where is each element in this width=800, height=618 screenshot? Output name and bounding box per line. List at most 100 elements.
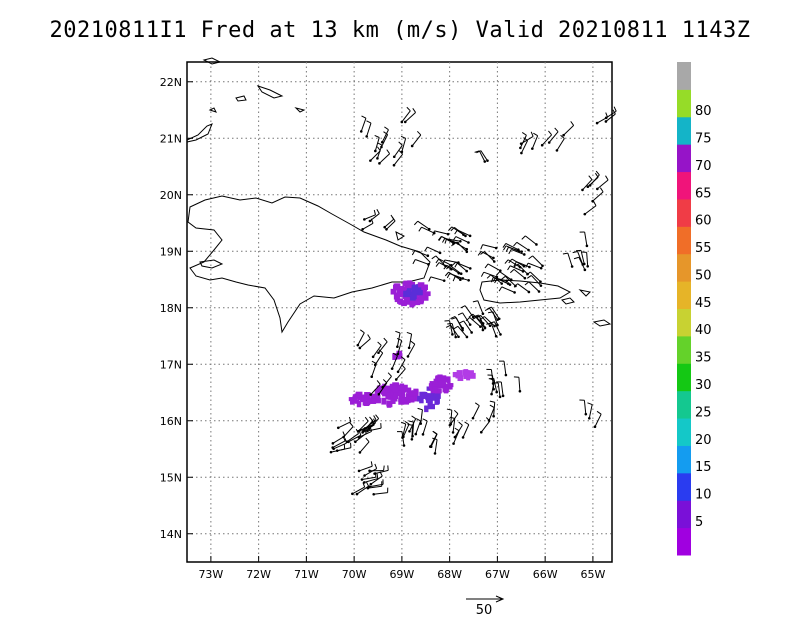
wind-speed-cell (426, 393, 434, 399)
colorbar-swatch (677, 527, 691, 556)
wind-speed-cell (348, 397, 354, 402)
wind-barb (361, 218, 374, 231)
wind-speed-cell (422, 394, 429, 399)
wind-barb (555, 134, 565, 152)
wind-barb (369, 380, 381, 396)
lat-tick-label: 18N (160, 302, 182, 315)
reference-vector: 50 (466, 595, 505, 618)
wind-barb (452, 276, 470, 282)
wind-speed-cell (407, 296, 412, 302)
wind-barb (575, 249, 586, 266)
wind-barb (510, 268, 527, 280)
wind-speed-cell (356, 400, 362, 408)
lon-tick-label: 66W (533, 568, 558, 581)
lat-tick-label: 14N (160, 528, 182, 541)
wind-barb (367, 414, 380, 431)
colorbar-swatch (677, 472, 691, 501)
wind-speed-cell (417, 395, 424, 402)
wind-speed-cell (350, 398, 355, 405)
wind-barb (486, 306, 501, 321)
wind-barb (363, 209, 376, 221)
wind-barb (451, 261, 468, 273)
wind-barb (454, 229, 472, 238)
colorbar-swatch (677, 335, 691, 364)
lat-tick-label: 17N (160, 358, 182, 371)
wind-barb (513, 261, 531, 269)
wind-speed-cell (432, 383, 440, 389)
colorbar-label: 45 (695, 296, 712, 311)
cuba-coast (186, 123, 213, 143)
colorbar-label: 70 (695, 159, 712, 174)
wind-barb (363, 463, 378, 477)
wind-speed-cell (466, 373, 471, 381)
wind-barb (369, 471, 383, 486)
islet-6 (592, 319, 612, 327)
lon-tick-label: 70W (342, 568, 367, 581)
wind-barb (526, 271, 542, 283)
wind-barb (373, 349, 384, 367)
colorbar-label: 10 (695, 488, 712, 503)
lat-tick-label: 19N (160, 245, 182, 258)
lon-tick-label: 67W (485, 568, 510, 581)
wind-speed-cell (427, 400, 433, 407)
wind-barb (508, 248, 526, 256)
wind-barb (448, 409, 459, 427)
wind-speed-cell (413, 395, 419, 402)
islet-8 (578, 289, 592, 297)
wind-speed-cell (406, 289, 411, 295)
wind-barb (460, 305, 475, 319)
wind-barb (429, 430, 438, 449)
wind-speed-cell (442, 386, 449, 393)
wind-speed-cell (381, 397, 387, 405)
wind-barb (513, 241, 530, 252)
wind-barb (453, 325, 469, 339)
wind-speed-cell (424, 405, 429, 413)
wind-barb (480, 251, 496, 263)
wind-barb (494, 278, 512, 286)
wind-barb (579, 231, 589, 248)
wind-barb (444, 320, 454, 336)
wind-speed-cell (406, 387, 412, 394)
wind-barb (472, 300, 485, 316)
wind-barb (406, 340, 416, 358)
lat-tick-label: 22N (160, 76, 182, 89)
wind-barb (356, 329, 365, 347)
wind-speed-cell (376, 394, 381, 401)
wind-speed-cell (381, 387, 389, 393)
colorbar-label: 80 (695, 104, 712, 119)
gonave-coast (199, 259, 224, 269)
wind-barb (583, 201, 597, 216)
wind-barb (496, 381, 505, 398)
wind-barb (366, 423, 382, 433)
wind-speed-cell (403, 280, 410, 286)
colorbar-label: 55 (695, 241, 712, 256)
wind-barb (360, 472, 377, 481)
wind-speed-cell (380, 389, 385, 395)
wind-speed-cell (438, 380, 445, 388)
wind-barb (381, 372, 392, 389)
wind-barb (358, 334, 371, 350)
wind-barb (581, 251, 590, 268)
wind-speed-cell (417, 296, 424, 303)
wind-barb (486, 274, 504, 285)
wind-barb (488, 311, 499, 327)
wind-speed-cell (467, 370, 474, 376)
wind-barb (525, 262, 543, 270)
colorbar-swatch (677, 500, 691, 529)
colorbar-label: 15 (695, 460, 712, 475)
wind-barb (528, 255, 544, 268)
wind-speed-cell (421, 284, 427, 292)
wind-barb (406, 331, 413, 350)
wind-barb (581, 175, 593, 192)
wind-barb (428, 276, 446, 282)
wind-speed-cell (424, 291, 431, 297)
wind-speed-cell (357, 395, 364, 401)
wind-speed-cell (403, 297, 409, 302)
wind-speed-cell (422, 295, 429, 301)
wind-barb (499, 360, 508, 377)
wind-barb (604, 109, 616, 123)
wind-speed-cell (418, 293, 426, 299)
wind-speed-cell (433, 392, 441, 399)
wind-speed-cell (396, 290, 403, 298)
wind-speed-cell (422, 391, 428, 397)
